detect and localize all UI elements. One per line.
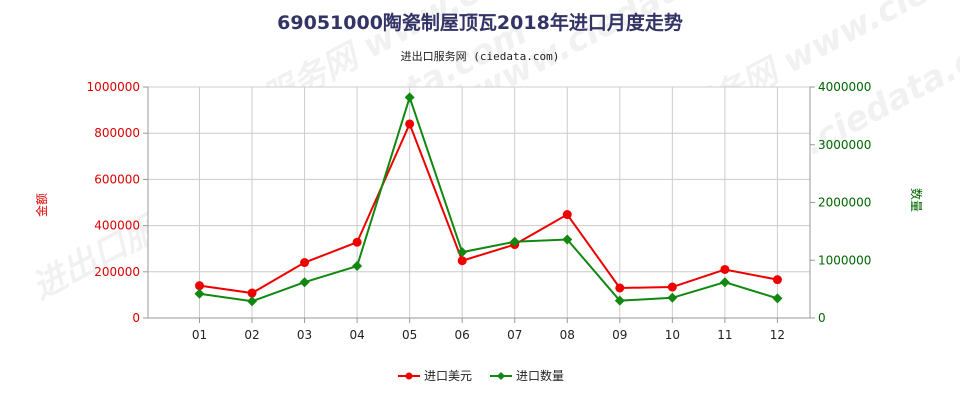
right-axis-title: 数量 bbox=[909, 188, 924, 212]
series-1-point bbox=[457, 256, 467, 266]
series-2-point bbox=[352, 261, 363, 272]
series-2-point bbox=[719, 277, 730, 288]
x-tick-label: 08 bbox=[560, 328, 575, 342]
series-1-point bbox=[194, 281, 204, 291]
legend: 进口美元 进口数量 bbox=[398, 368, 564, 383]
x-tick-label: 09 bbox=[612, 328, 627, 342]
x-tick-label: 05 bbox=[402, 328, 417, 342]
x-tick-label: 03 bbox=[297, 328, 312, 342]
left-tick-label: 200000 bbox=[94, 265, 140, 279]
left-tick-label: 400000 bbox=[94, 219, 140, 233]
left-tick-label: 800000 bbox=[94, 126, 140, 140]
x-tick-label: 02 bbox=[244, 328, 259, 342]
series-1-point bbox=[352, 237, 362, 247]
left-tick-label: 0 bbox=[132, 311, 140, 325]
plot-area bbox=[148, 87, 810, 318]
series-2-point bbox=[194, 288, 205, 299]
right-tick-label: 3000000 bbox=[818, 138, 871, 152]
series-2-point bbox=[772, 293, 783, 304]
right-tick-label: 1000000 bbox=[818, 253, 871, 267]
right-tick-label: 0 bbox=[818, 311, 826, 325]
series-2-point bbox=[614, 295, 625, 306]
x-tick-label: 07 bbox=[507, 328, 522, 342]
chart-subtitle: 进出口服务网 (ciedata.com) bbox=[401, 49, 560, 63]
x-tick-label: 01 bbox=[192, 328, 207, 342]
series-2-point bbox=[404, 92, 415, 103]
series-2-point bbox=[299, 277, 310, 288]
series-1-point bbox=[720, 264, 730, 274]
left-axis-title: 金额 bbox=[34, 193, 49, 217]
x-tick-label: 06 bbox=[455, 328, 470, 342]
left-tick-label: 1000000 bbox=[87, 80, 140, 94]
x-tick-label: 12 bbox=[770, 328, 785, 342]
left-axis-ticks: 0 200000 400000 600000 800000 1000000 bbox=[87, 80, 148, 325]
series-2-point bbox=[457, 247, 468, 258]
series-2-point bbox=[509, 236, 520, 247]
series-line-1 bbox=[199, 121, 778, 295]
series-2-point bbox=[562, 234, 573, 245]
x-axis-ticks: 01 02 03 04 05 06 07 08 09 10 11 12 bbox=[192, 318, 785, 342]
series-1-point bbox=[562, 210, 572, 220]
x-tick-label: 10 bbox=[665, 328, 680, 342]
series-2-point bbox=[667, 292, 678, 303]
chart-title: 69051000陶瓷制屋顶瓦2018年进口月度走势 bbox=[277, 11, 683, 34]
series-line-2 bbox=[199, 94, 778, 303]
x-tick-label: 11 bbox=[717, 328, 732, 342]
series-layer bbox=[194, 92, 783, 307]
left-tick-label: 600000 bbox=[94, 172, 140, 186]
legend-label-2: 进口数量 bbox=[516, 368, 564, 383]
series-1-point bbox=[247, 288, 257, 298]
series-1-point bbox=[667, 282, 677, 292]
x-tick-label: 04 bbox=[349, 328, 364, 342]
series-1-point bbox=[300, 258, 310, 268]
legend-swatch-marker-2 bbox=[497, 372, 505, 380]
legend-label-1: 进口美元 bbox=[424, 369, 472, 383]
right-tick-label: 4000000 bbox=[818, 80, 871, 94]
series-1-point bbox=[405, 119, 415, 129]
series-1-point bbox=[615, 283, 625, 293]
legend-swatch-marker-1 bbox=[405, 372, 413, 380]
series-2-point bbox=[247, 296, 258, 307]
series-1-point bbox=[772, 275, 782, 285]
right-axis-ticks: 0 1000000 2000000 3000000 4000000 bbox=[810, 80, 871, 325]
right-tick-label: 2000000 bbox=[818, 196, 871, 210]
